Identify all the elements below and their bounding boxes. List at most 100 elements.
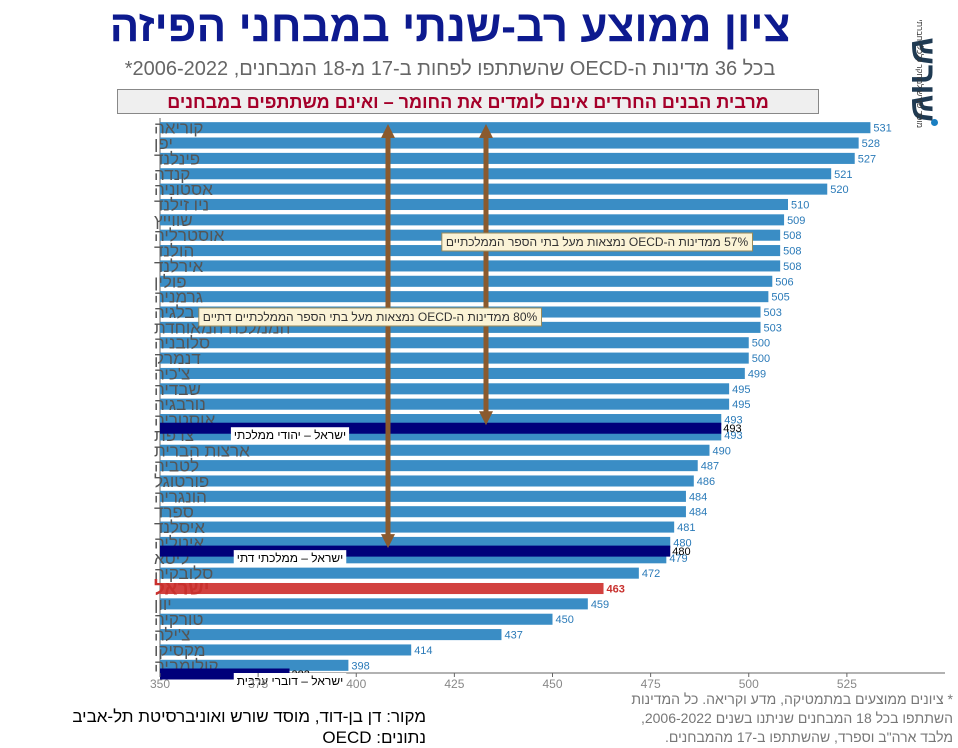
bar-35 xyxy=(160,659,349,671)
bar-13 xyxy=(160,321,761,333)
category-label-18: נורבגיה xyxy=(154,395,206,414)
shoresh-logo: שורש מוסד שורש למחקר כלכלי-חברתי xyxy=(904,14,956,129)
bar-4 xyxy=(160,183,828,195)
bar-9 xyxy=(160,260,781,272)
value-label-14: 500 xyxy=(752,338,770,350)
bar-20 xyxy=(160,429,722,441)
source-text: מקור: דן בן-דוד, מוסד שורש ואוניברסיטת ת… xyxy=(72,707,426,726)
value-label-3: 521 xyxy=(834,169,852,181)
category-label-2: פינלנד xyxy=(154,149,200,168)
value-label-35: 398 xyxy=(351,660,369,672)
category-label-0: קוריאה xyxy=(154,119,203,138)
arrow-head-bottom-1 xyxy=(381,534,395,549)
annotation-text-1: 80% ממדינות ה-OECD נמצאות מעל בתי הספר ה… xyxy=(203,310,538,324)
bar-31 xyxy=(160,598,588,610)
value-label-10: 506 xyxy=(775,276,793,288)
chart-title: ציון ממוצע רב-שנתי במבחני הפיזה xyxy=(109,2,791,51)
value-label-30: 463 xyxy=(607,584,625,596)
value-label-6: 509 xyxy=(787,215,805,227)
category-label-6: שווייץ xyxy=(154,211,193,230)
value-label-15: 500 xyxy=(752,353,770,365)
arrow-head-top-1 xyxy=(381,124,395,138)
value-label-17: 495 xyxy=(732,384,750,396)
category-label-5: ניו זילנד xyxy=(154,195,209,214)
logo-dot-icon xyxy=(931,119,938,126)
category-label-16: צ'כיה xyxy=(154,364,190,383)
value-label-28: 479 xyxy=(669,553,687,565)
bar-2 xyxy=(160,152,855,164)
bar-28 xyxy=(160,552,667,564)
bar-0 xyxy=(160,122,871,134)
value-label-12: 503 xyxy=(764,307,782,319)
category-label-10: פולין xyxy=(154,272,187,291)
footnote: * ציונים ממוצעים במתמטיקה, מדע וקריאה. כ… xyxy=(631,691,953,745)
value-label-22: 487 xyxy=(701,461,719,473)
category-label-11: גרמניה xyxy=(154,288,203,307)
bar-10 xyxy=(160,275,773,287)
value-label-34: 414 xyxy=(414,645,432,657)
x-tick-label-6: 500 xyxy=(739,677,759,691)
value-label-4: 520 xyxy=(830,184,848,196)
x-tick-label-2: 400 xyxy=(346,677,366,691)
bar-21 xyxy=(160,444,710,456)
x-tick-label-1: 375 xyxy=(248,677,268,691)
category-label-30: ישראל xyxy=(154,579,209,600)
category-label-31: יוון xyxy=(154,595,172,614)
bar-25 xyxy=(160,506,686,518)
subgroup-label-bg-1 xyxy=(233,550,347,567)
category-label-25: ספרד xyxy=(154,503,194,522)
bar-27 xyxy=(160,536,671,548)
value-label-31: 459 xyxy=(591,599,609,611)
category-label-24: הונגריה xyxy=(154,487,207,506)
x-tick-label-3: 425 xyxy=(444,677,464,691)
chart-subtitle: בכל 36 מדינות ה-OECD שהשתתפו לפחות ב-17 … xyxy=(124,58,776,80)
category-label-26: איסלנד xyxy=(154,518,205,537)
bar-30 xyxy=(160,582,604,595)
category-label-22: לטביה xyxy=(154,457,199,476)
value-label-33: 437 xyxy=(504,630,522,642)
subgroup-label-2: ישראל – דוברי ערבית xyxy=(237,674,343,688)
category-label-21: ארצות הברית xyxy=(154,441,250,460)
value-label-29: 472 xyxy=(642,568,660,580)
subgroup-bar-1 xyxy=(160,545,671,557)
category-label-17: שבדיה xyxy=(154,380,201,399)
value-label-11: 505 xyxy=(771,292,789,304)
category-label-15: דנמרק xyxy=(154,349,201,368)
bar-14 xyxy=(160,337,749,349)
category-label-8: הולנד xyxy=(154,242,194,261)
bar-19 xyxy=(160,414,722,426)
subgroup-label-bg-0 xyxy=(230,427,350,444)
value-label-13: 503 xyxy=(764,322,782,334)
bar-33 xyxy=(160,629,502,641)
category-label-9: אירלנד xyxy=(154,257,204,276)
value-label-26: 481 xyxy=(677,522,695,534)
value-label-7: 508 xyxy=(783,230,801,242)
value-label-32: 450 xyxy=(556,614,574,626)
bar-26 xyxy=(160,521,675,533)
value-label-16: 499 xyxy=(748,368,766,380)
value-label-0: 531 xyxy=(873,123,891,135)
value-label-1: 528 xyxy=(862,138,880,150)
annotation-text-0: 57% ממדינות ה-OECD נמצאות מעל בתי הספר ה… xyxy=(446,235,749,249)
value-label-9: 508 xyxy=(783,261,801,273)
category-label-23: פורטוגל xyxy=(154,472,209,491)
bar-15 xyxy=(160,352,749,364)
value-label-2: 527 xyxy=(858,153,876,165)
annotation-box-1 xyxy=(198,307,543,327)
bar-5 xyxy=(160,198,788,211)
bar-17 xyxy=(160,383,730,395)
bar-32 xyxy=(160,613,553,625)
bar-1 xyxy=(160,137,859,149)
value-label-25: 484 xyxy=(689,507,707,519)
subgroup-value-1: 480 xyxy=(672,546,690,558)
value-label-21: 490 xyxy=(713,445,731,457)
value-label-23: 486 xyxy=(697,476,715,488)
bar-18 xyxy=(160,398,730,410)
value-label-5: 510 xyxy=(791,199,809,211)
x-tick-label-7: 525 xyxy=(837,677,857,691)
value-label-8: 508 xyxy=(783,246,801,258)
category-label-4: אסטוניה xyxy=(154,180,213,199)
arrow-head-top-0 xyxy=(479,124,493,138)
arrow-head-bottom-0 xyxy=(479,411,493,426)
